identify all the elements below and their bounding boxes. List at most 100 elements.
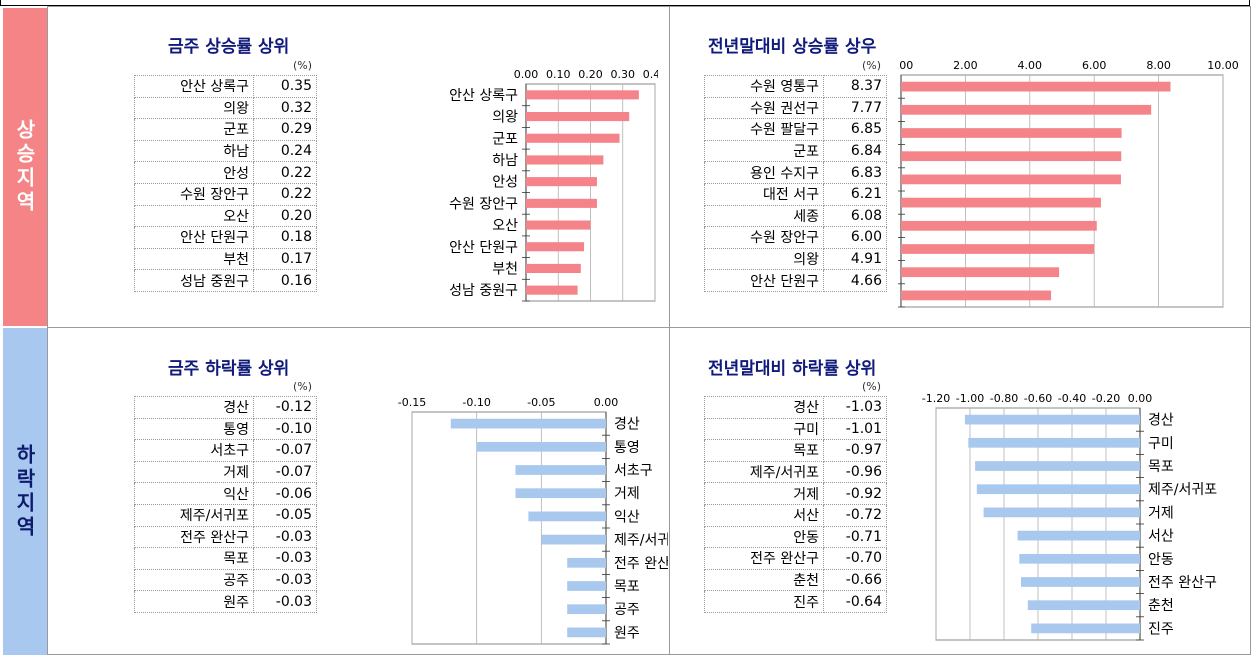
table-row: 원주 -0.03 <box>134 590 317 613</box>
table-row: 제주/서귀포 -0.96 <box>704 460 887 484</box>
panel-ytd-up: 전년말대비 상승률 상우 (%) 수원 영통구 8.37 수원 권선구 7.77 수원 … <box>669 6 1251 328</box>
category-label: 하남 <box>492 153 518 169</box>
region-name: 서초구 <box>134 439 254 462</box>
bar <box>901 81 1171 92</box>
table-row: 춘천 -0.66 <box>704 568 887 592</box>
region-name: 하남 <box>134 139 254 163</box>
region-name: 익산 <box>134 482 254 505</box>
table-row: 수원 장안구 6.00 <box>704 226 887 249</box>
table-row: 진주 -0.64 <box>704 590 887 613</box>
category-label: 전주 완산구 <box>1148 575 1217 591</box>
region-value: -0.71 <box>823 525 887 549</box>
bar <box>526 155 604 165</box>
tick-label: 8.00 <box>1146 59 1171 72</box>
tick-label: 0.00 <box>594 396 619 409</box>
category-label: 거제 <box>1148 505 1174 521</box>
table-row: 성남 중원구 0.16 <box>134 269 317 292</box>
bar <box>526 220 591 230</box>
region-value: -0.96 <box>823 460 887 484</box>
bar <box>526 133 620 143</box>
panel-ytd-down: 전년말대비 하락률 상위 (%) 경산 -1.03 구미 -1.01 목포 -0.97 제주… <box>669 327 1251 655</box>
tick-label: 6.00 <box>1082 59 1107 72</box>
bar-chart: -1.20 -1.00 -0.80 -0.60 -0.40 -0.20 0.00 경산구미목포… <box>922 392 1217 641</box>
region-value: -0.10 <box>253 417 317 441</box>
category-label: 익산 <box>614 509 640 525</box>
table-row: 목포 -0.03 <box>134 547 317 570</box>
bar <box>901 267 1060 278</box>
region-name: 수원 권선구 <box>704 96 824 120</box>
region-value: -0.07 <box>253 460 317 484</box>
bar <box>526 263 581 274</box>
region-value: -0.64 <box>823 590 887 613</box>
bar <box>541 534 606 545</box>
tick-label: 0.30 <box>611 68 636 81</box>
bar <box>964 414 1140 425</box>
category-label: 수원 장안구 <box>449 196 518 212</box>
region-name: 통영 <box>134 417 254 441</box>
panel-weekly-up: 금주 상승률 상위 (%) 안산 상록구 0.35 의왕 0.32 군포 0.29 하남 0.… <box>47 6 670 328</box>
bar <box>515 488 606 499</box>
data-table: 경산 -1.03 구미 -1.01 목포 -0.97 제주/서귀포 -0.96 거제 -0.92 서… <box>704 396 887 613</box>
region-name: 의왕 <box>134 96 254 120</box>
bar <box>450 418 606 429</box>
region-name: 안성 <box>134 161 254 184</box>
tick-label: 0.00 <box>898 59 913 72</box>
category-label: 부천 <box>492 261 518 277</box>
table-row: 부천 0.17 <box>134 247 317 271</box>
region-name: 부천 <box>134 247 254 271</box>
bar <box>901 151 1122 162</box>
category-label: 의왕 <box>492 110 518 126</box>
region-name: 목포 <box>134 547 254 570</box>
panel-title: 전년말대비 상승률 상우 <box>708 37 877 57</box>
category-label: 서산 <box>1148 529 1174 545</box>
bar <box>567 581 606 591</box>
bar <box>901 220 1097 231</box>
table-row: 의왕 4.91 <box>704 247 887 271</box>
table-row: 거제 -0.92 <box>704 482 887 505</box>
data-table: 경산 -0.12 통영 -0.10 서초구 -0.07 거제 -0.07 익산 -0.06 제주/서… <box>134 396 317 613</box>
bar <box>975 461 1140 471</box>
table-row: 안산 상록구 0.35 <box>134 75 317 98</box>
region-value: 6.83 <box>823 161 887 184</box>
table-row: 하남 0.24 <box>134 139 317 163</box>
unit-label: (%) <box>293 380 313 393</box>
category-label: 춘천 <box>1148 598 1174 614</box>
category-label: 거제 <box>614 486 640 502</box>
table-row: 대전 서구 6.21 <box>704 182 887 206</box>
region-name: 거제 <box>134 460 254 484</box>
region-value: -0.03 <box>253 568 317 592</box>
region-value: 6.84 <box>823 139 887 163</box>
bar <box>526 285 578 295</box>
category-label: 안성 <box>492 175 518 191</box>
region-name: 춘천 <box>704 568 824 592</box>
category-label: 전주 완산구 <box>614 556 668 572</box>
table-row: 안산 단원구 0.18 <box>134 226 317 249</box>
table-row: 안산 단원구 4.66 <box>704 269 887 292</box>
region-name: 제주/서귀포 <box>134 503 254 527</box>
region-value: 6.85 <box>823 118 887 141</box>
region-value: -0.07 <box>253 439 317 462</box>
category-label: 경산 <box>1148 413 1174 429</box>
table-row: 수원 권선구 7.77 <box>704 96 887 120</box>
category-label: 제주/서귀포 <box>614 533 668 549</box>
unit-label: (%) <box>293 59 313 72</box>
table-row: 의왕 0.32 <box>134 96 317 120</box>
unit-label: (%) <box>862 380 882 393</box>
region-name: 오산 <box>134 204 254 228</box>
table-row: 경산 -0.12 <box>134 396 317 419</box>
region-value: 4.91 <box>823 247 887 271</box>
category-label: 성남 중원구 <box>449 283 518 299</box>
region-value: -0.03 <box>253 547 317 570</box>
category-label: 안동 <box>1148 552 1174 568</box>
bar <box>901 197 1101 208</box>
region-value: 6.08 <box>823 204 887 228</box>
region-name: 경산 <box>704 396 824 419</box>
region-value: 0.29 <box>253 118 317 141</box>
category-label: 진주 <box>1148 621 1174 637</box>
table-row: 세종 6.08 <box>704 204 887 228</box>
bar <box>567 604 606 615</box>
region-value: -1.01 <box>823 417 887 441</box>
region-value: 7.77 <box>823 96 887 120</box>
bar <box>526 198 597 208</box>
